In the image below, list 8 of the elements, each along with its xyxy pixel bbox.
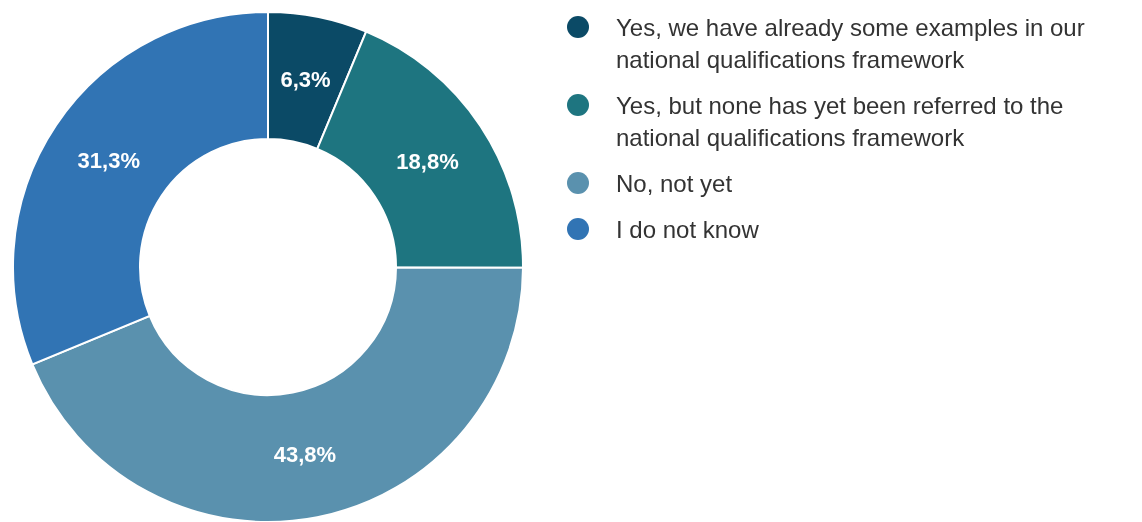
data-label: 43,8% — [273, 442, 337, 468]
legend-label: I do not know — [616, 215, 759, 245]
data-label: 6,3% — [280, 66, 331, 92]
data-label: 31,3% — [77, 148, 141, 174]
legend-label: Yes, we have already some examples in our national qualifications framework — [616, 13, 1086, 75]
data-label: 18,8% — [396, 148, 459, 174]
legend-label: No, not yet — [616, 169, 733, 199]
legend-label: Yes, but none has yet been referred to the national qualifications framework — [616, 91, 1065, 153]
